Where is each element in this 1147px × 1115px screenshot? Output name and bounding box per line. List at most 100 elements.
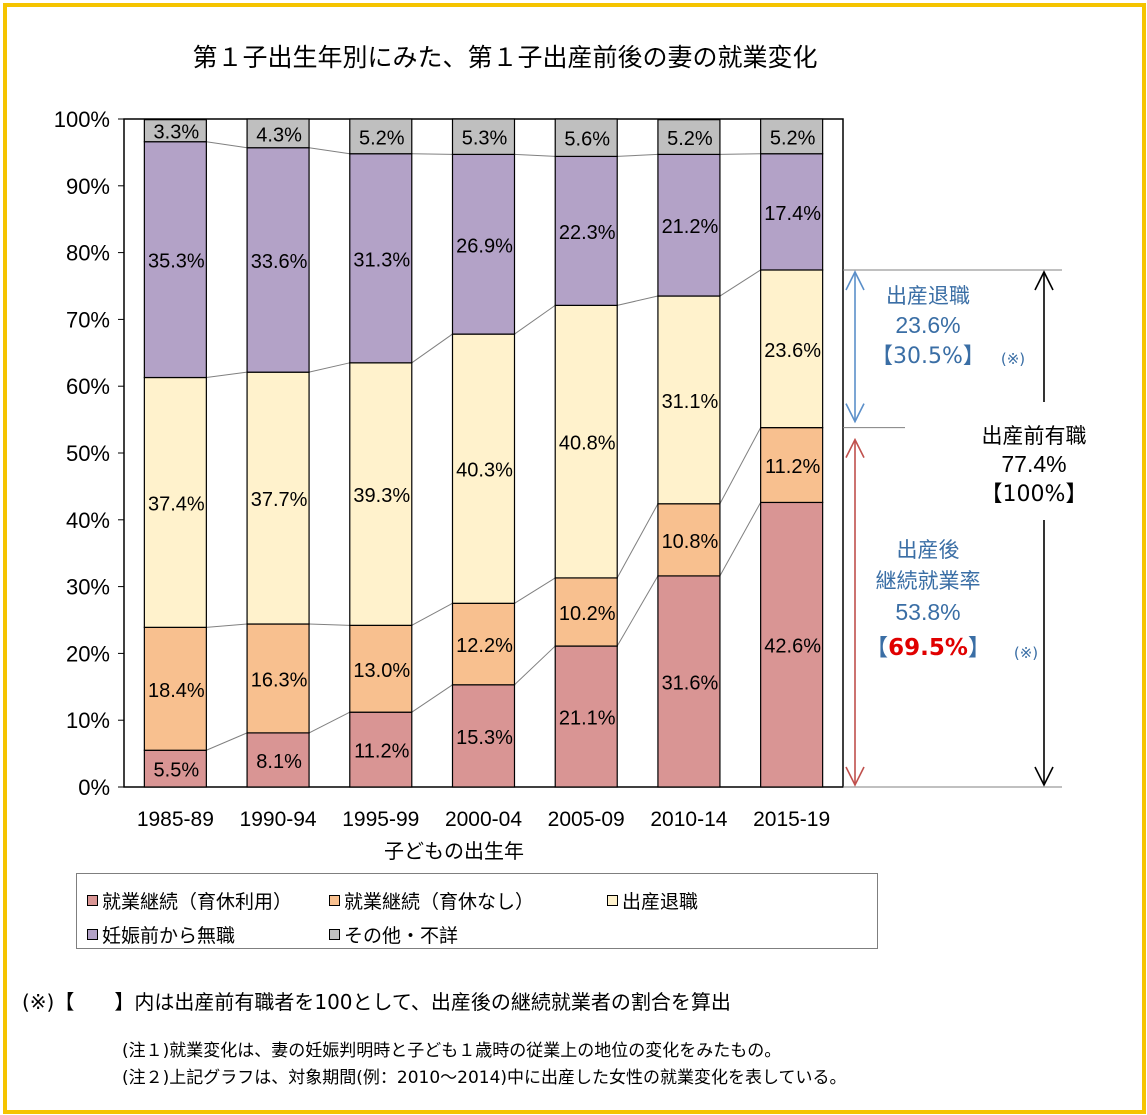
data-label: 31.6%	[662, 672, 719, 694]
data-label: 37.7%	[251, 489, 308, 511]
bar-segment	[246, 118, 310, 149]
x-tick-label: 1985-89	[137, 808, 214, 831]
retire-annotation-label: 出産退職	[886, 284, 970, 308]
data-label: 31.1%	[662, 391, 719, 413]
data-label: 3.3%	[154, 122, 200, 144]
y-tick-label: 10%	[66, 708, 110, 733]
series-connector-line	[617, 295, 659, 306]
legend-swatch	[87, 929, 98, 940]
bar-segment	[554, 118, 618, 158]
y-tick-label: 0%	[78, 775, 110, 800]
data-label: 10.8%	[662, 531, 719, 553]
bracket-open: 【	[865, 635, 888, 661]
prebirth-arrow-head-up	[1034, 270, 1054, 291]
series-connector-line	[617, 153, 658, 157]
continue-arrow-head-up	[845, 437, 865, 458]
prebirth-arrow-head-down	[1034, 766, 1054, 787]
continue-annotation-bracket: 【69.5%】	[865, 635, 991, 661]
x-tick-label: 2000-04	[445, 808, 522, 831]
data-label: 23.6%	[764, 340, 821, 362]
data-label: 22.3%	[559, 222, 616, 244]
legend-label: 就業継続（育休なし）	[344, 891, 535, 913]
retire-arrow-head-down	[845, 403, 865, 424]
data-label: 42.6%	[764, 636, 821, 658]
y-tick-label: 60%	[66, 374, 110, 399]
retire-annotation-value: 23.6%	[895, 312, 960, 338]
bar-segment	[143, 119, 207, 143]
legend-swatch	[329, 929, 340, 940]
calc-note: (※)【 】内は出産前有職者を100として、出産後の継続就業者の割合を算出	[22, 990, 731, 1014]
note-1: (注１)就業変化は、妻の妊娠判明時と子ども１歳時の従業上の地位の変化をみたもの。	[122, 1041, 782, 1061]
chart-legend: 就業継続（育休利用） 就業継続（育休なし） 出産退職妊娠前から無職 その他・不詳	[76, 873, 878, 949]
data-label: 35.3%	[148, 251, 205, 273]
data-label: 5.6%	[564, 129, 610, 151]
continue-annotation-line2: 継続就業率	[876, 569, 981, 593]
data-label: 10.2%	[559, 603, 616, 625]
bar-segment	[554, 155, 618, 306]
x-tick-label: 2005-09	[548, 808, 625, 831]
legend-label: 就業継続（育休利用）	[102, 891, 293, 913]
series-connector-line	[411, 602, 453, 626]
legend-swatch	[87, 895, 98, 906]
series-connector-line	[308, 362, 350, 373]
bar-segment	[451, 118, 516, 156]
bar-segment	[657, 119, 721, 156]
series-connector-line	[719, 427, 762, 505]
retire-annotation-bracket: 【30.5%】	[871, 344, 985, 369]
data-label: 40.8%	[559, 433, 616, 455]
prebirth-annotation-value: 77.4%	[1001, 451, 1066, 477]
series-connector-line	[308, 147, 350, 155]
bar-segment	[143, 626, 207, 751]
legend-item: 出産退職	[607, 887, 698, 914]
data-label: 21.2%	[662, 216, 719, 238]
legend-item: 妊娠前から無職	[87, 921, 235, 948]
bar-segment	[554, 645, 618, 788]
prebirth-annotation-bracket: 【100%】	[981, 482, 1088, 507]
series-connector-line	[411, 684, 453, 713]
bar-segment	[349, 362, 413, 626]
data-label: 11.2%	[354, 741, 409, 763]
bar-segment	[143, 376, 207, 628]
legend-item: その他・不詳	[329, 921, 458, 948]
retire-arrow-head-up	[845, 270, 865, 291]
continue-arrow-head-down	[845, 766, 865, 787]
bar-segment	[760, 501, 824, 788]
legend-label: その他・不詳	[344, 925, 459, 947]
data-label: 16.3%	[251, 669, 308, 691]
data-label: 37.4%	[148, 493, 205, 515]
bar-segment	[657, 153, 721, 297]
series-connector-line	[206, 732, 248, 751]
prebirth-annotation-label: 出産前有職	[982, 424, 1087, 448]
series-connector-line	[411, 153, 453, 155]
data-label: 8.1%	[256, 751, 302, 773]
bar-segment	[349, 153, 413, 364]
legend-item: 就業継続（育休なし）	[329, 887, 534, 914]
data-label: 5.3%	[462, 128, 508, 150]
data-label: 31.3%	[353, 249, 410, 271]
x-tick-label: 1990-94	[240, 808, 317, 831]
note-2: (注２)上記グラフは、対象期間(例：2010～2014)中に出産した女性の就業変…	[122, 1068, 847, 1088]
data-label: 40.3%	[456, 460, 513, 482]
bar-segment	[760, 118, 824, 155]
y-tick-label: 70%	[66, 307, 110, 332]
series-connector-line	[514, 645, 556, 686]
data-label: 5.2%	[667, 128, 713, 150]
legend-item: 就業継続（育休利用）	[87, 887, 292, 914]
bracket-close: 】	[968, 635, 991, 661]
bar-segment	[246, 623, 310, 734]
bar-segment	[554, 577, 618, 647]
series-connector-line	[514, 153, 556, 157]
data-label: 5.2%	[359, 127, 405, 149]
x-tick-label: 1995-99	[342, 808, 419, 831]
legend-swatch	[607, 895, 618, 906]
y-tick-label: 100%	[54, 107, 110, 132]
data-label: 4.3%	[256, 124, 302, 146]
chart-title: 第１子出生年別にみた、第１子出産前後の妻の就業変化	[192, 43, 817, 72]
series-connector-line	[308, 711, 351, 734]
bar-segment	[451, 333, 516, 604]
y-tick-label: 40%	[66, 508, 110, 533]
bar-segment	[451, 153, 516, 335]
bar-segment	[143, 749, 207, 788]
bar-segment	[657, 503, 721, 577]
